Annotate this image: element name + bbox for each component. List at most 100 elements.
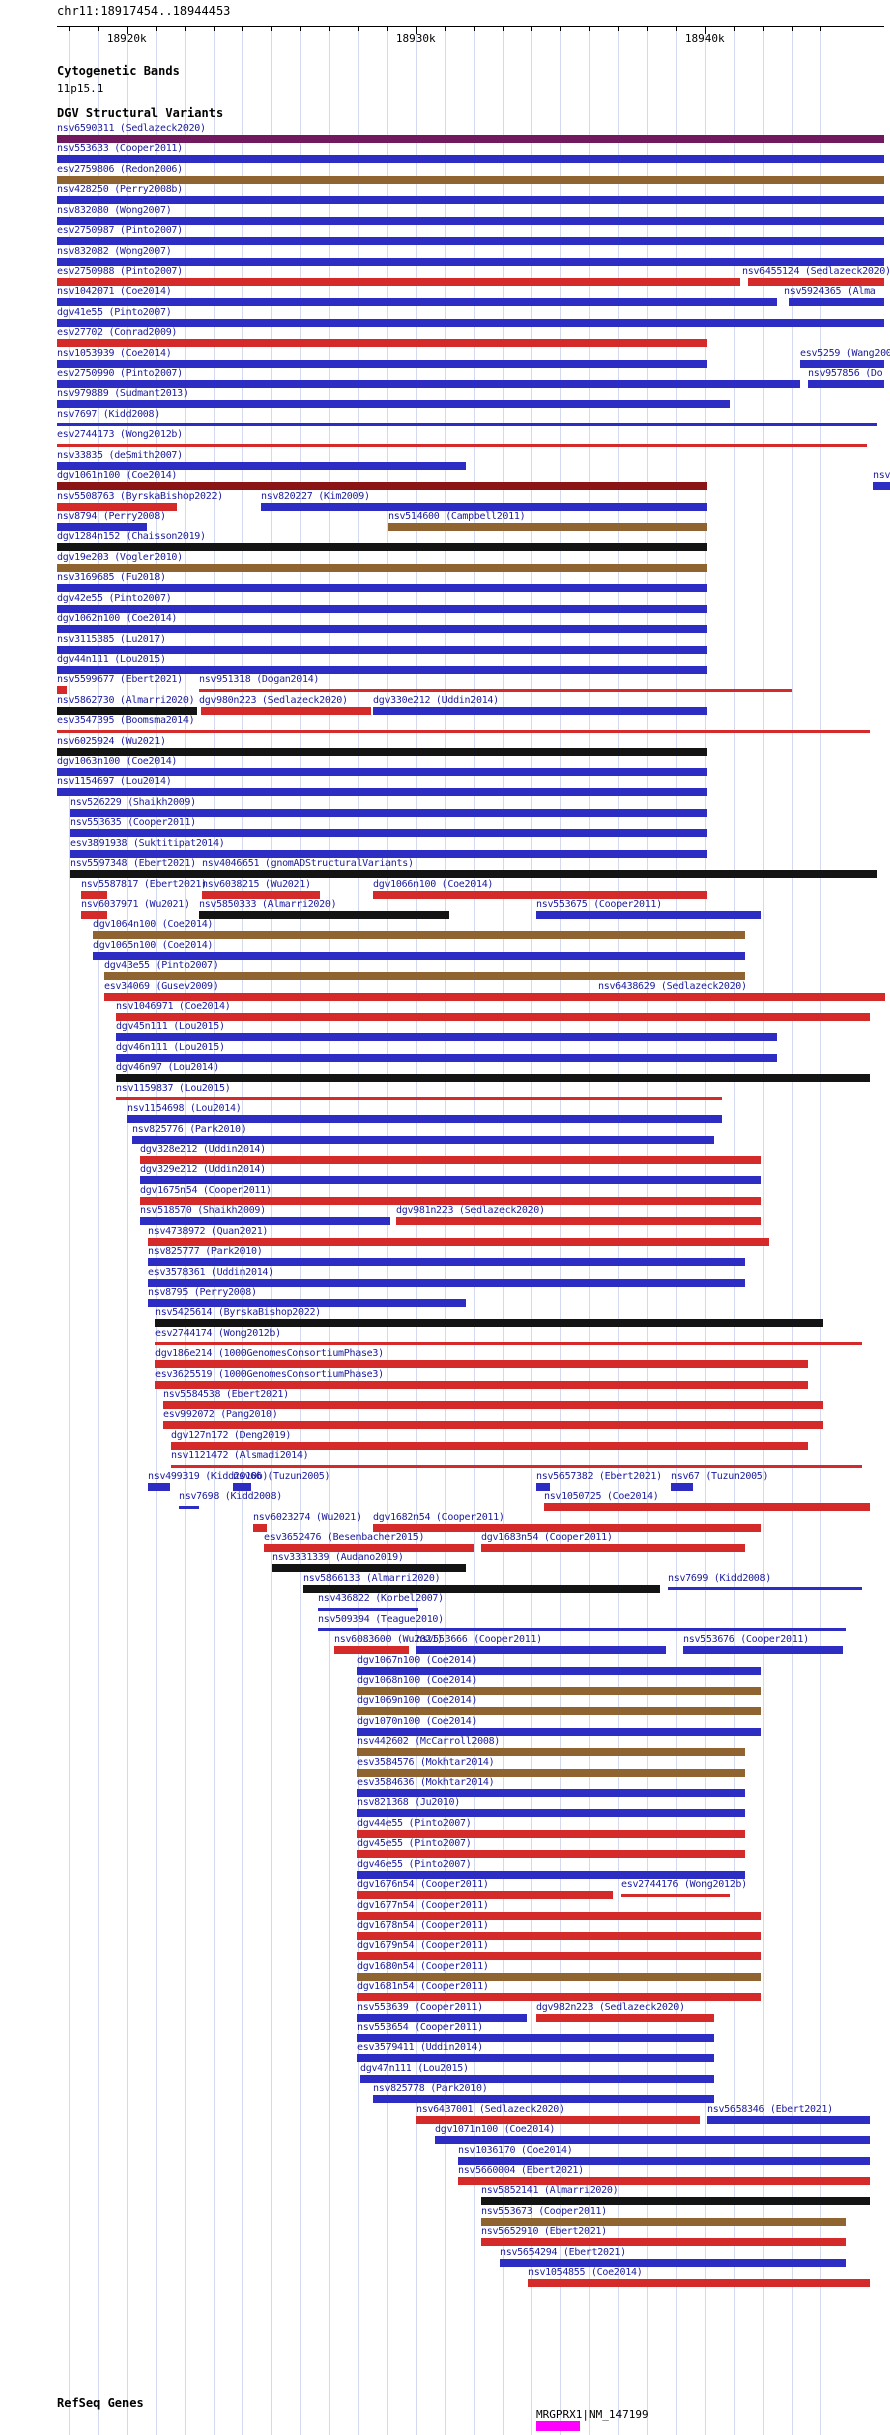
variant-label[interactable]: esv2759806 (Redon2006) [57, 163, 183, 175]
variant-bar[interactable] [57, 400, 730, 409]
variant-bar[interactable] [357, 1789, 745, 1798]
variant-bar[interactable] [57, 277, 740, 286]
variant-label[interactable]: nsv957856 (Do [808, 368, 883, 380]
variant-bar[interactable] [357, 1850, 745, 1859]
variant-label[interactable]: dgv1061n100 (Coe2014) [57, 470, 178, 482]
variant-bar[interactable] [81, 890, 107, 899]
variant-label[interactable]: esv3579411 (Uddin2014) [357, 2042, 483, 2054]
variant-label[interactable]: esv3578361 (Uddin2014) [148, 1266, 274, 1278]
variant-label[interactable]: nsv553654 (Cooper2011) [357, 2022, 483, 2034]
variant-bar[interactable] [57, 318, 884, 327]
variant-label[interactable]: dgv330e212 (Uddin2014) [373, 694, 499, 706]
variant-label[interactable]: nsv5425614 (ByrskaBishop2022) [155, 1307, 321, 1319]
refseq-gene-bar[interactable] [536, 2421, 580, 2431]
variant-bar[interactable] [140, 1176, 761, 1185]
variant-bar[interactable] [70, 870, 877, 879]
variant-label[interactable]: dgv44n111 (Lou2015) [57, 653, 166, 665]
variant-bar[interactable] [357, 1911, 761, 1920]
variant-bar[interactable] [272, 1564, 466, 1573]
variant-label[interactable]: nsv6590311 (Sedlazeck2020) [57, 123, 206, 134]
variant-label[interactable]: dgv1284n152 (Chaisson2019) [57, 531, 206, 543]
variant-bar[interactable] [481, 2238, 846, 2247]
variant-bar[interactable] [318, 1628, 846, 1632]
variant-label[interactable]: dgv1676n54 (Cooper2011) [357, 1879, 489, 1891]
variant-label[interactable]: nsv5584538 (Ebert2021) [163, 1389, 289, 1401]
variant-label[interactable]: nsv832082 (Wong2007) [57, 245, 172, 257]
variant-label[interactable]: dgv980n223 (Sedlazeck2020) [199, 694, 348, 706]
variant-bar[interactable] [148, 1258, 745, 1267]
variant-label[interactable]: nsv1159837 (Lou2015) [116, 1082, 231, 1094]
variant-label[interactable]: dgv1680n54 (Cooper2011) [357, 1960, 489, 1972]
variant-bar[interactable] [253, 1523, 267, 1532]
variant-bar[interactable] [155, 1380, 808, 1389]
variant-label[interactable]: nsv428250 (Perry2008b) [57, 184, 183, 196]
variant-bar[interactable] [57, 747, 707, 756]
variant-bar[interactable] [70, 829, 707, 838]
variant-bar[interactable] [57, 175, 884, 184]
variant-label[interactable]: dgv1683n54 (Cooper2011) [481, 1531, 613, 1543]
variant-bar[interactable] [104, 992, 885, 1001]
variant-bar[interactable] [536, 1482, 550, 1491]
variant-label[interactable]: nsv1042071 (Coe2014) [57, 286, 172, 298]
variant-bar[interactable] [357, 1748, 745, 1757]
variant-bar[interactable] [148, 1278, 745, 1287]
variant-bar[interactable] [373, 890, 707, 899]
variant-label[interactable]: nsv5660004 (Ebert2021) [458, 2165, 584, 2176]
variant-label[interactable]: nsv442602 (McCarroll2008) [357, 1736, 501, 1748]
variant-bar[interactable] [179, 1505, 199, 1509]
variant-bar[interactable] [671, 1482, 693, 1491]
variant-bar[interactable] [148, 1298, 466, 1307]
variant-label[interactable]: dgv46n111 (Lou2015) [116, 1041, 225, 1053]
variant-bar[interactable] [132, 1135, 714, 1144]
variant-bar[interactable] [57, 788, 707, 797]
variant-label[interactable]: dgv982n223 (Sedlazeck2020) [536, 2001, 685, 2013]
variant-bar[interactable] [621, 1893, 730, 1897]
variant-bar[interactable] [155, 1342, 862, 1346]
variant-bar[interactable] [116, 1097, 722, 1101]
variant-bar[interactable] [357, 1727, 761, 1736]
variant-label[interactable]: nsv5654294 (Ebert2021) [500, 2246, 626, 2258]
variant-bar[interactable] [373, 2095, 714, 2104]
variant-label[interactable]: dgv1679n54 (Cooper2011) [357, 1940, 489, 1952]
variant-bar[interactable] [357, 2034, 714, 2043]
variant-label[interactable]: esv2750988 (Pinto2007) [57, 265, 183, 277]
variant-label[interactable]: dgv47n111 (Lou2015) [360, 2062, 469, 2074]
variant-bar[interactable] [81, 910, 107, 919]
variant-label[interactable]: nsv499319 (Kidd2010b) [148, 1470, 269, 1482]
variant-label[interactable]: dgv1677n54 (Cooper2011) [357, 1899, 489, 1911]
variant-label[interactable]: dgv42e55 (Pinto2007) [57, 592, 172, 604]
variant-label[interactable]: nsv5866133 (Almarri2020) [303, 1572, 441, 1584]
variant-bar[interactable] [57, 443, 867, 447]
variant-bar[interactable] [140, 1217, 390, 1226]
variant-label[interactable]: nsv1050725 (Coe2014) [544, 1491, 659, 1503]
variant-bar[interactable] [140, 1156, 761, 1164]
variant-label[interactable]: nsv553666 (Cooper2011) [416, 1634, 542, 1646]
variant-bar[interactable] [57, 645, 707, 654]
variant-bar[interactable] [171, 1441, 808, 1450]
variant-label[interactable]: nsv6023274 (Wu2021) [253, 1511, 362, 1523]
variant-bar[interactable] [357, 1891, 613, 1900]
variant-label[interactable]: nsv5657382 (Ebert2021) [536, 1470, 662, 1482]
variant-label[interactable]: dgv41e55 (Pinto2007) [57, 306, 172, 318]
variant-label[interactable]: dgv329e212 (Uddin2014) [140, 1164, 266, 1176]
variant-bar[interactable] [707, 2115, 870, 2124]
variant-label[interactable]: dgv1069n100 (Coe2014) [357, 1695, 478, 1707]
variant-label[interactable]: nsv951318 (Dogan2014) [199, 674, 320, 686]
variant-label[interactable]: dgv1682n54 (Cooper2011) [373, 1511, 505, 1523]
variant-label[interactable]: dgv1063n100 (Coe2014) [57, 756, 178, 768]
variant-label[interactable]: dgv1678n54 (Cooper2011) [357, 1919, 489, 1931]
variant-label[interactable]: nsv67 (Tuzun2005) [671, 1470, 769, 1482]
variant-bar[interactable] [155, 1319, 823, 1328]
variant-label[interactable]: nsv514600 (Campbell2011) [388, 510, 526, 522]
variant-bar[interactable] [140, 1196, 761, 1205]
variant-bar[interactable] [57, 257, 884, 266]
variant-label[interactable]: nsv5597348 (Ebert2021) [70, 858, 196, 870]
variant-bar[interactable] [127, 1115, 722, 1124]
variant-label[interactable]: nsv1154697 (Lou2014) [57, 776, 172, 788]
variant-label[interactable]: nsv979889 (Sudmant2013) [57, 388, 189, 400]
variant-bar[interactable] [57, 604, 707, 613]
variant-label[interactable]: nsv6437001 (Sedlazeck2020) [416, 2103, 565, 2115]
variant-bar[interactable] [57, 196, 884, 205]
variant-bar[interactable] [57, 706, 197, 715]
variant-bar[interactable] [57, 298, 777, 307]
